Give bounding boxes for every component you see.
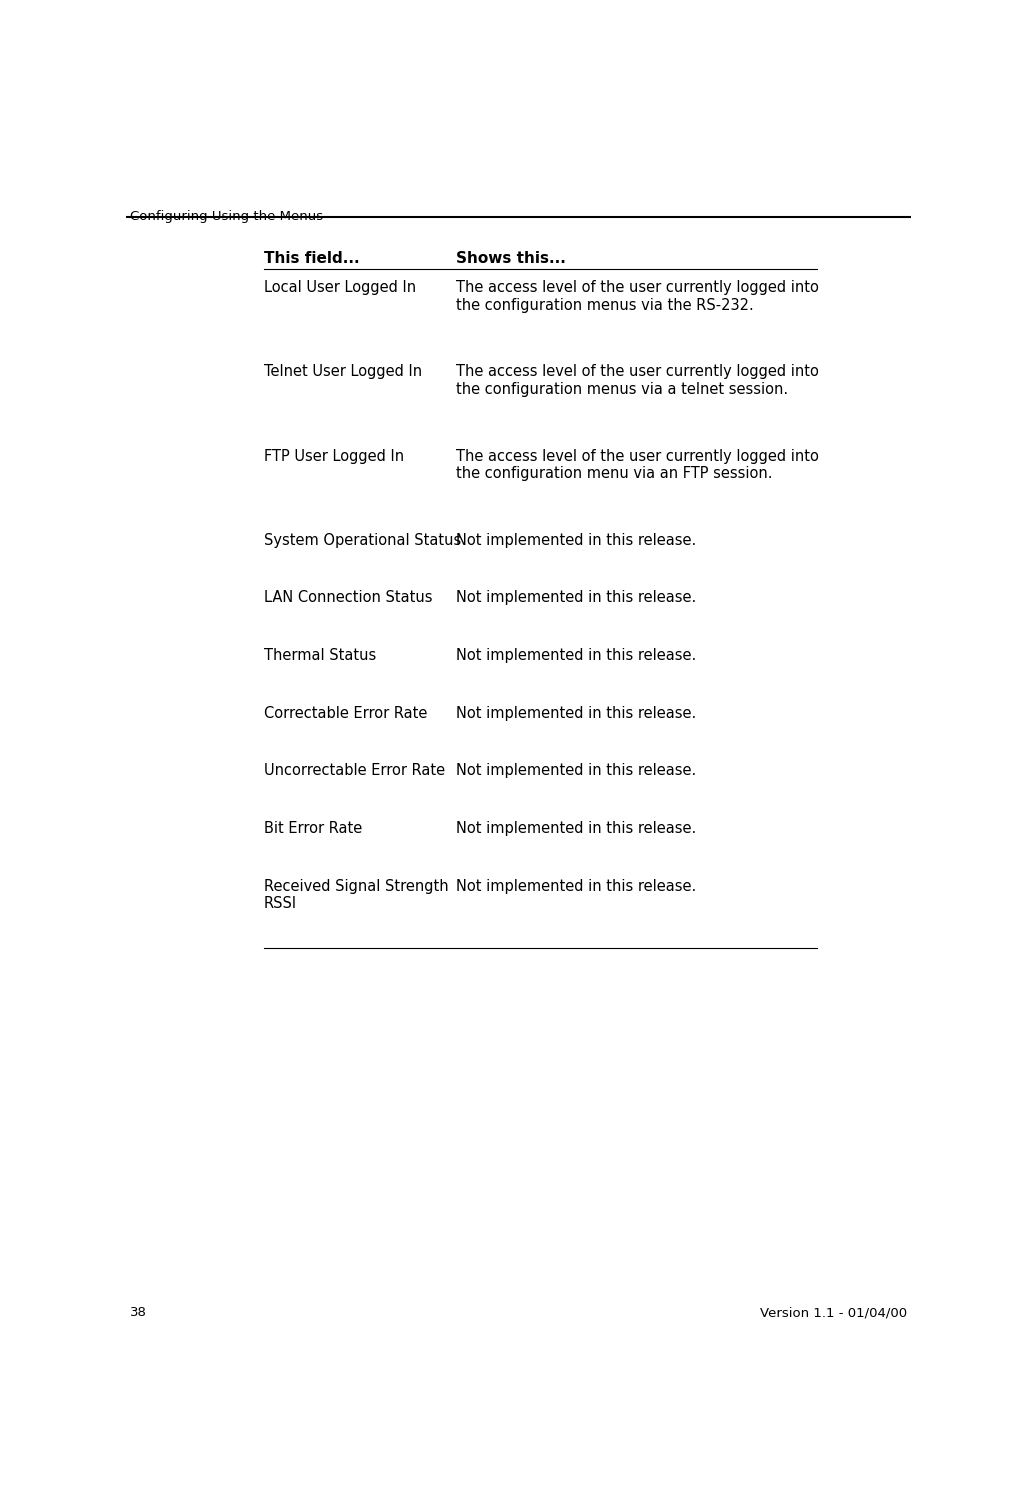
Text: Not implemented in this release.: Not implemented in this release. [455, 649, 696, 664]
Text: Not implemented in this release.: Not implemented in this release. [455, 590, 696, 605]
Text: Received Signal Strength
RSSI: Received Signal Strength RSSI [264, 879, 448, 911]
Text: Not implemented in this release.: Not implemented in this release. [455, 533, 696, 548]
Text: 38: 38 [130, 1306, 148, 1320]
Text: Correctable Error Rate: Correctable Error Rate [264, 706, 427, 721]
Text: Not implemented in this release.: Not implemented in this release. [455, 764, 696, 779]
Text: The access level of the user currently logged into
the configuration menus via a: The access level of the user currently l… [455, 364, 818, 397]
Text: Thermal Status: Thermal Status [264, 649, 376, 664]
Text: The access level of the user currently logged into
the configuration menu via an: The access level of the user currently l… [455, 448, 818, 481]
Text: Not implemented in this release.: Not implemented in this release. [455, 879, 696, 894]
Text: System Operational Status: System Operational Status [264, 533, 461, 548]
Text: Configuring Using the Menus: Configuring Using the Menus [130, 210, 324, 223]
Text: The access level of the user currently logged into
the configuration menus via t: The access level of the user currently l… [455, 280, 818, 313]
Text: Bit Error Rate: Bit Error Rate [264, 821, 362, 836]
Text: LAN Connection Status: LAN Connection Status [264, 590, 432, 605]
Text: This field...: This field... [264, 252, 359, 267]
Text: Shows this...: Shows this... [455, 252, 565, 267]
Text: FTP User Logged In: FTP User Logged In [264, 448, 403, 463]
Text: Not implemented in this release.: Not implemented in this release. [455, 706, 696, 721]
Text: Telnet User Logged In: Telnet User Logged In [264, 364, 422, 379]
Text: Local User Logged In: Local User Logged In [264, 280, 416, 295]
Text: Not implemented in this release.: Not implemented in this release. [455, 821, 696, 836]
Text: Version 1.1 - 01/04/00: Version 1.1 - 01/04/00 [759, 1306, 906, 1320]
Text: Uncorrectable Error Rate: Uncorrectable Error Rate [264, 764, 445, 779]
